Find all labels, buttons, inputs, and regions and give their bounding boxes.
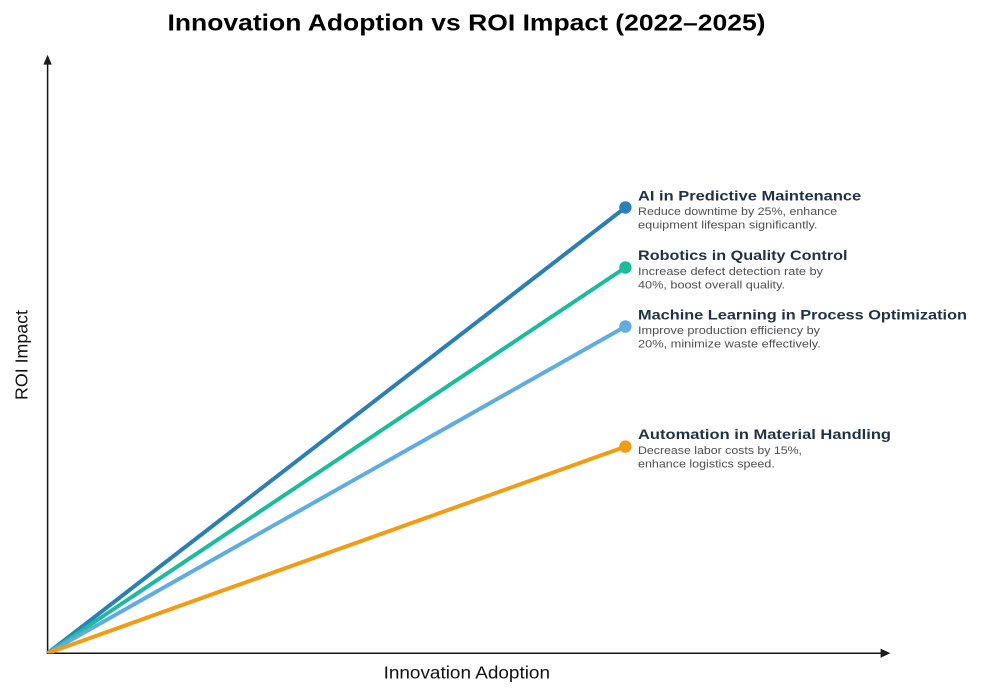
svg-text:Reduce downtime by 25%, enhanc: Reduce downtime by 25%, enhance (638, 206, 837, 218)
svg-text:40%, boost overall quality.: 40%, boost overall quality. (638, 279, 785, 291)
svg-text:Increase defect detection rate: Increase defect detection rate by (638, 266, 823, 278)
svg-text:AI in Predictive Maintenance: AI in Predictive Maintenance (638, 189, 862, 204)
svg-text:Innovation Adoption: Innovation Adoption (384, 663, 550, 683)
svg-text:20%, minimize waste effectivel: 20%, minimize waste effectively. (638, 338, 821, 350)
svg-text:equipment lifespan significant: equipment lifespan significantly. (638, 219, 818, 231)
svg-text:Improve production efficiency: Improve production efficiency by (638, 325, 820, 337)
svg-text:Robotics in Quality Control: Robotics in Quality Control (638, 248, 848, 263)
svg-text:Innovation Adoption vs ROI Imp: Innovation Adoption vs ROI Impact (2022–… (168, 10, 766, 36)
svg-text:ROI Impact: ROI Impact (11, 310, 31, 400)
svg-text:Machine Learning in Process Op: Machine Learning in Process Optimization (638, 307, 967, 322)
svg-text:Automation in Material Handlin: Automation in Material Handling (638, 427, 891, 442)
svg-text:enhance logistics speed.: enhance logistics speed. (638, 458, 775, 470)
svg-text:Decrease labor costs by 15%,: Decrease labor costs by 15%, (638, 445, 802, 457)
